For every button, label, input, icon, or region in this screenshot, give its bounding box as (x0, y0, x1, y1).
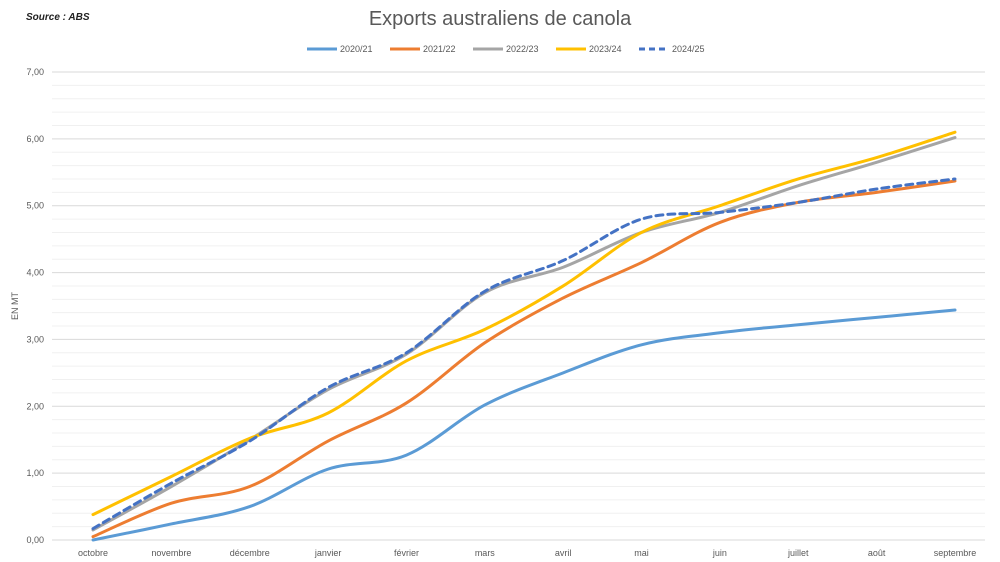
chart-title: Exports australiens de canola (368, 8, 632, 30)
y-axis-label: EN MT (10, 292, 20, 321)
x-tick-label: mars (475, 548, 495, 558)
y-tick-label: 4,00 (26, 268, 44, 278)
x-tick-label: juillet (787, 548, 809, 558)
x-tick-label: mai (634, 548, 649, 558)
series-line-2024-25 (91, 177, 957, 531)
y-tick-label: 6,00 (26, 134, 44, 144)
series-line-2020-21 (91, 308, 957, 542)
y-tick-label: 1,00 (26, 468, 44, 478)
x-tick-label: septembre (934, 548, 977, 558)
y-tick-label: 7,00 (26, 67, 44, 77)
legend-label: 2021/22 (423, 44, 456, 54)
legend-label: 2023/24 (589, 44, 622, 54)
source-note: Source : ABS (26, 12, 90, 23)
x-tick-label: décembre (230, 548, 270, 558)
x-tick-label: août (868, 548, 886, 558)
x-tick-label: novembre (151, 548, 191, 558)
x-tick-label: avril (555, 548, 572, 558)
y-tick-label: 3,00 (26, 334, 44, 344)
y-tick-label: 5,00 (26, 201, 44, 211)
x-tick-label: octobre (78, 548, 108, 558)
y-tick-label: 0,00 (26, 535, 44, 545)
legend-label: 2024/25 (672, 44, 705, 54)
series-line-2023-24 (91, 130, 957, 517)
x-tick-label: février (394, 548, 419, 558)
x-tick-label: janvier (314, 548, 342, 558)
legend-label: 2022/23 (506, 44, 539, 54)
y-tick-label: 2,00 (26, 401, 44, 411)
x-tick-label: juin (712, 548, 727, 558)
series-line-2021-22 (91, 179, 957, 539)
legend-label: 2020/21 (340, 44, 373, 54)
